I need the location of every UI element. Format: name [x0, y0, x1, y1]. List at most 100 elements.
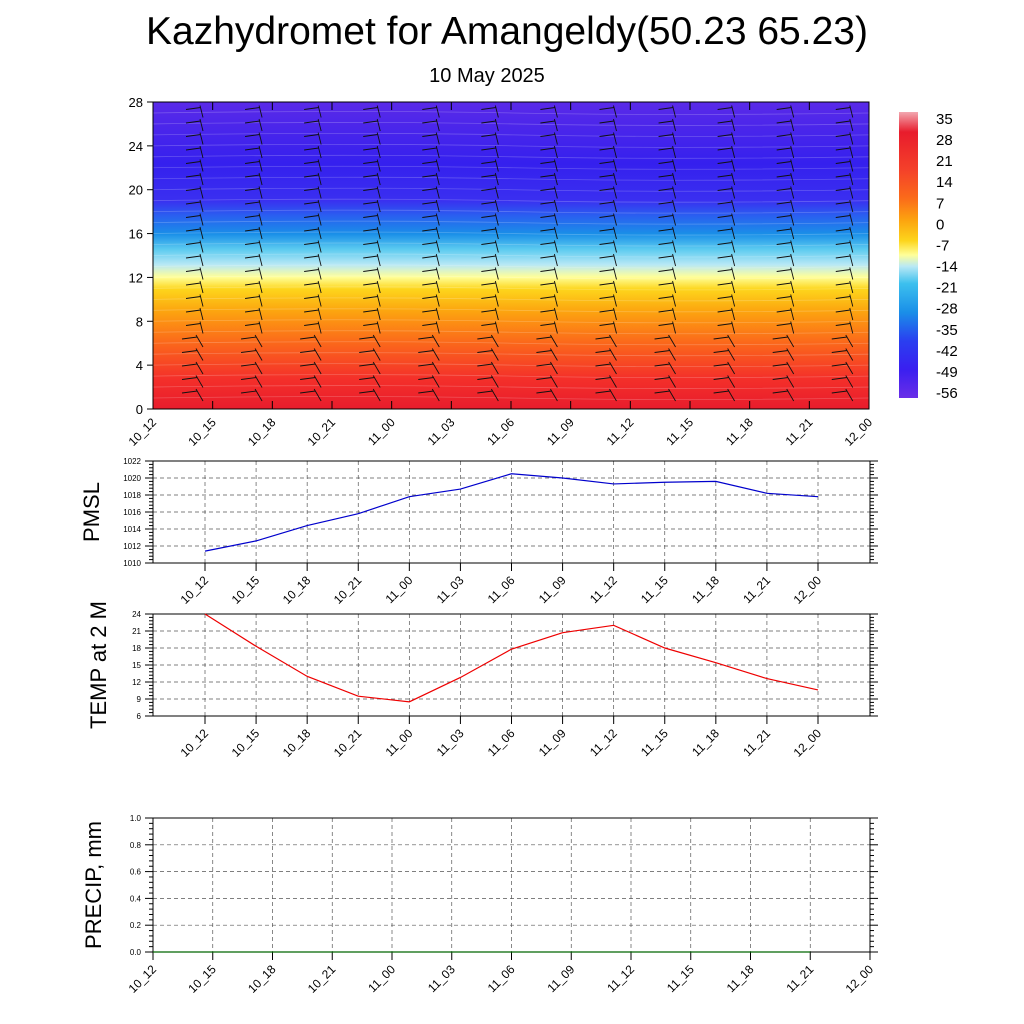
wind-barb-flag	[658, 215, 674, 218]
precip-x-tick-label: 11_15	[664, 962, 697, 995]
wind-barb-flag	[481, 134, 497, 137]
contour-line	[152, 330, 870, 335]
wind-barb-flag	[540, 147, 556, 151]
precip-x-tick-label: 11_03	[425, 962, 458, 995]
wind-barb-flag	[776, 282, 792, 286]
wind-barb-flag	[363, 120, 378, 124]
wind-barb-flag	[717, 147, 733, 151]
wind-barb-flag	[481, 174, 497, 178]
wind-barb-flag	[477, 336, 493, 340]
wind-barb-flag	[776, 107, 792, 110]
precip-y-tick-label: 0.4	[130, 894, 142, 903]
wind-barb-flag	[835, 228, 851, 232]
heatmap-y-tick-label: 16	[129, 227, 143, 242]
wind-barb-flag	[835, 161, 851, 164]
contour-line	[152, 242, 870, 247]
wind-barb-flag	[359, 377, 375, 380]
wind-barb-flag	[245, 174, 260, 178]
wind-barb-flag	[835, 296, 851, 299]
wind-barb-flag	[540, 255, 556, 259]
wind-barb-flag	[304, 107, 319, 110]
wind-barb-flag	[359, 350, 375, 353]
precip-x-tick-label: 11_18	[724, 962, 757, 995]
precip-x-tick-label: 10_21	[305, 962, 339, 996]
wind-barb-flag	[536, 390, 552, 394]
wind-barb-flag	[304, 215, 319, 218]
wind-barb-flag	[363, 174, 378, 178]
wind-barb-flag	[595, 390, 611, 394]
wind-barb-flag	[245, 296, 260, 299]
wind-barb-flag	[245, 255, 260, 259]
wind-barb-flag	[776, 201, 792, 205]
wind-barb-flag	[717, 255, 733, 259]
wind-barb-flag	[658, 134, 674, 137]
heatmap-x-tick-label: 10_21	[305, 415, 339, 449]
contour-line	[152, 220, 870, 225]
temp2m-x-tick-label: 10_15	[229, 726, 263, 760]
wind-barb-flag	[185, 161, 201, 164]
wind-barb-flag	[599, 269, 615, 272]
pmsl-y-tick-label: 1020	[123, 474, 141, 483]
wind-barb-flag	[304, 161, 319, 164]
wind-barb-flag	[658, 242, 674, 245]
heatmap-x-tick-label: 10_18	[245, 415, 279, 449]
wind-barb-flag	[599, 201, 615, 205]
wind-barb-flag	[241, 336, 257, 340]
contour-line	[152, 231, 870, 236]
wind-barb-flag	[776, 134, 792, 137]
precip-x-tick-label: 10_15	[185, 962, 219, 996]
wind-barb-flag	[422, 120, 437, 124]
wind-barb-flag	[422, 242, 437, 245]
wind-barb-flag	[359, 336, 375, 340]
temp2m-x-tick-label: 11_09	[536, 726, 569, 759]
colorbar-label: -35	[936, 322, 958, 339]
precip-x-tick-label: 11_00	[365, 962, 398, 995]
chart-date: 10 May 2025	[429, 65, 545, 87]
wind-barb-flag	[185, 134, 201, 137]
wind-barb-flag	[536, 350, 552, 353]
wind-barb-flag	[185, 147, 201, 151]
wind-barb-flag	[599, 215, 615, 218]
wind-barb-flag	[481, 255, 497, 259]
precip-x-tick-label: 10_18	[245, 962, 279, 996]
contour-line	[152, 319, 870, 324]
wind-barb-flag	[835, 323, 851, 326]
wind-barb-flag	[241, 363, 257, 367]
temp2m-y-tick-label: 9	[137, 695, 142, 704]
temp2m-x-tick-label: 11_15	[638, 726, 671, 759]
wind-barb-flag	[658, 120, 674, 124]
wind-barb-flag	[776, 174, 792, 178]
wind-barb-flag	[717, 269, 733, 272]
wind-barb-flag	[835, 134, 851, 137]
contour-line	[152, 176, 870, 181]
wind-barb-flag	[304, 269, 319, 272]
wind-barb-flag	[540, 282, 556, 286]
temp2m-series-line	[204, 613, 819, 703]
wind-barb-flag	[658, 282, 674, 286]
wind-barb-flag	[835, 188, 851, 191]
wind-barb-flag	[363, 147, 378, 151]
wind-barb-flag	[181, 363, 198, 367]
wind-barb-flag	[713, 350, 730, 353]
wind-barb-flag	[245, 161, 260, 164]
wind-barb-flag	[418, 390, 434, 394]
wind-barb-flag	[540, 201, 556, 205]
colorbar-label: 21	[936, 153, 953, 170]
wind-barb-flag	[776, 188, 792, 191]
wind-barb-flag	[658, 161, 674, 164]
wind-barb-flag	[713, 377, 730, 380]
wind-barb-flag	[422, 147, 437, 151]
temp2m-x-tick-label: 12_00	[791, 726, 825, 760]
wind-barb-flag	[245, 228, 260, 232]
heatmap-x-tick-label: 11_18	[723, 415, 756, 448]
temp2m-x-tick-label: 10_21	[331, 726, 365, 760]
wind-barb-flag	[658, 228, 674, 232]
wind-barb-flag	[477, 390, 493, 394]
wind-barb-flag	[776, 296, 792, 299]
wind-barb-flag	[363, 228, 378, 232]
wind-barb-flag	[835, 269, 851, 272]
wind-barb-flag	[540, 323, 556, 326]
wind-barb-flag	[300, 363, 316, 367]
wind-barb-flag	[772, 336, 789, 340]
wind-barb-flag	[418, 350, 434, 353]
